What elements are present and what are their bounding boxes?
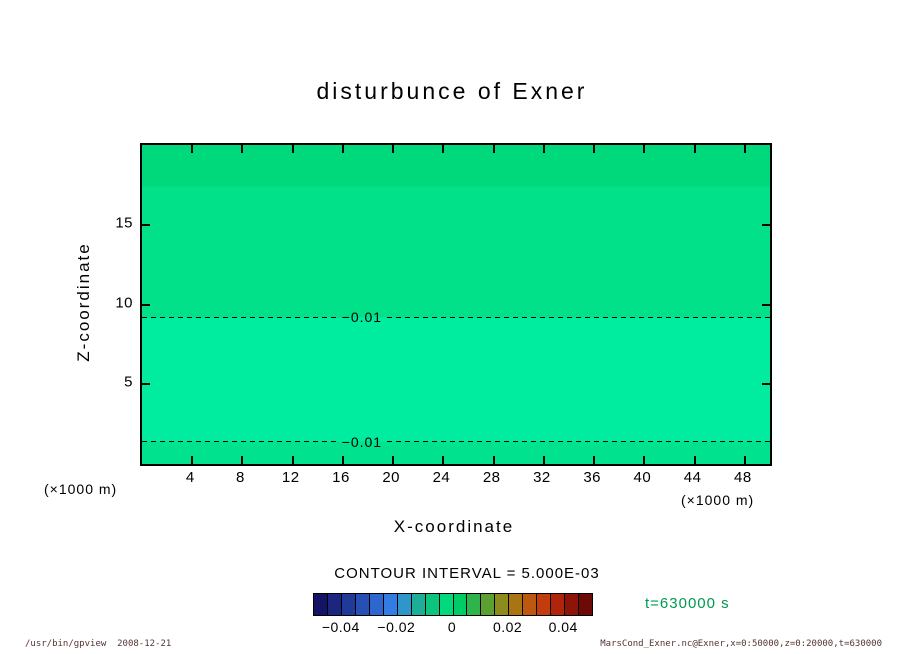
plot-area: −0.01 −0.01: [140, 143, 772, 466]
colorbar-tick-label: 0: [447, 619, 457, 635]
x-tick-mark: [442, 145, 445, 153]
x-tick-mark: [392, 145, 395, 153]
y-tick-label: 15: [115, 214, 133, 232]
x-tick-label: 36: [583, 469, 601, 486]
y-tick-label: 5: [124, 373, 133, 391]
colorbar-cell: [439, 594, 454, 615]
contour-dash: [387, 440, 770, 443]
y-axis-label: Z-coordinate: [74, 242, 93, 362]
x-tick-mark: [593, 456, 596, 464]
x-tick-mark: [643, 145, 646, 153]
contour-dash: [387, 316, 770, 318]
y-tick-label: 10: [115, 294, 133, 311]
contour-label: −0.01: [341, 433, 383, 450]
colorbar-cell: [579, 594, 593, 615]
footer-command: /usr/bin/gpview 2008-12-21: [25, 639, 172, 649]
x-tick-mark: [643, 456, 646, 464]
footer-dataset: MarsCond_Exner.nc@Exner,x=0:50000,z=0:20…: [600, 639, 882, 649]
colorbar-cell: [495, 594, 510, 615]
colorbar-cell: [481, 594, 496, 615]
x-tick-mark: [693, 456, 696, 464]
x-tick-mark: [191, 145, 194, 153]
y-tick-mark: [762, 303, 770, 306]
x-tick-label: 12: [281, 469, 300, 486]
x-tick-label: 20: [382, 469, 401, 486]
contour-label: −0.01: [341, 309, 383, 326]
contour-dash: [142, 440, 337, 443]
x-tick-label: 4: [185, 469, 195, 486]
colorbar-cell: [411, 594, 426, 615]
x-tick-label: 44: [683, 469, 702, 486]
colorbar-tick-label: 0.04: [548, 619, 578, 635]
colorbar-cell: [467, 594, 482, 615]
x-tick-mark: [542, 456, 545, 464]
colorbar-cell: [314, 594, 328, 615]
x-tick-mark: [542, 145, 545, 153]
colorbar-cell: [341, 594, 356, 615]
x-tick-mark: [341, 145, 344, 153]
x-tick-label: 32: [533, 469, 551, 486]
y-tick-mark: [762, 223, 770, 226]
time-label: t=630000 s: [645, 595, 730, 612]
x-tick-mark: [392, 456, 395, 464]
y-tick-mark: [142, 223, 150, 226]
colorbar-cell: [509, 594, 524, 615]
x-tick-mark: [241, 145, 244, 153]
y-tick-mark: [762, 383, 770, 386]
x-tick-label: 16: [332, 469, 350, 486]
colorbar-cell: [397, 594, 412, 615]
colorbar-cell: [523, 594, 538, 615]
colorbar-tick-label: 0.02: [492, 619, 523, 635]
x-tick-mark: [693, 145, 696, 153]
colorbar-ticks: −0.04 −0.02 0 0.02 0.04: [313, 619, 591, 635]
plot-title: disturbunce of Exner: [316, 78, 588, 104]
colorbar-cell: [453, 594, 468, 615]
colorbar-cell: [369, 594, 384, 615]
x-tick-mark: [241, 456, 244, 464]
x-tick-mark: [743, 456, 746, 464]
colorbar-tick-label: −0.04: [321, 619, 360, 635]
colorbar: [313, 593, 593, 616]
x-tick-mark: [593, 145, 596, 153]
colorbar-tick-label: −0.02: [377, 619, 416, 635]
colorbar-cell: [537, 594, 552, 615]
x-tick-mark: [743, 145, 746, 153]
colorbar-cell: [565, 594, 580, 615]
x-tick-label: 8: [236, 469, 245, 486]
x-tick-label: 48: [734, 469, 752, 486]
colorbar-cell: [355, 594, 370, 615]
x-tick-label: 24: [432, 469, 451, 486]
colorbar-cell: [327, 594, 342, 615]
x-tick-mark: [291, 145, 294, 153]
y-axis-ticks: 5 10 15: [95, 143, 133, 462]
colorbar-cell: [383, 594, 398, 615]
x-tick-label: 28: [482, 469, 501, 486]
x-axis-unit-label: (×1000 m): [681, 492, 755, 508]
colorbar-cell: [551, 594, 566, 615]
contour-interval-label: CONTOUR INTERVAL = 5.000E-03: [334, 565, 600, 582]
x-axis-ticks: 4 8 12 16 20 24 28 32 36 40 44 48: [140, 469, 768, 487]
x-axis-label: X-coordinate: [393, 517, 515, 536]
x-tick-mark: [492, 456, 495, 464]
contour-dash: [142, 316, 337, 318]
y-tick-mark: [142, 303, 150, 306]
y-axis-unit-label: (×1000 m): [44, 481, 118, 497]
y-tick-mark: [142, 383, 150, 386]
x-tick-mark: [341, 456, 344, 464]
x-tick-label: 40: [633, 469, 652, 486]
colorbar-cell: [425, 594, 440, 615]
x-tick-mark: [291, 456, 294, 464]
x-tick-mark: [492, 145, 495, 153]
x-tick-mark: [191, 456, 194, 464]
x-tick-mark: [442, 456, 445, 464]
